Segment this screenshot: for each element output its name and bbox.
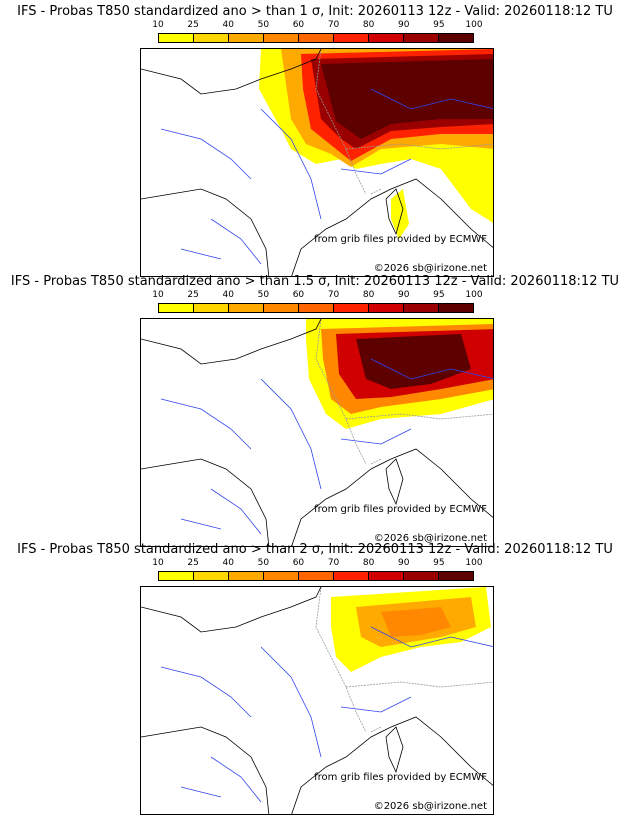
colorbar-tick-label: 95 <box>433 20 445 30</box>
colorbar-tick-label: 50 <box>257 20 270 30</box>
colorbar-tick-label: 100 <box>465 290 483 300</box>
probability-area <box>381 607 451 637</box>
colorbar-tick-label: 50 <box>257 558 270 568</box>
colorbar-segment <box>194 572 229 580</box>
coastline <box>141 319 493 546</box>
colorbar-tick-label: 95 <box>433 558 445 568</box>
colorbar-segment <box>369 304 404 312</box>
colorbar-tick-label: 90 <box>398 558 410 568</box>
river-lines <box>160 626 493 803</box>
colorbar-tick-label: 80 <box>362 290 375 300</box>
colorbar-tick-label: 10 <box>152 558 164 568</box>
colorbar-segment <box>404 572 439 580</box>
colorbar-segment <box>439 572 473 580</box>
colorbar-segment <box>334 34 369 42</box>
colorbar-tick-label: 50 <box>257 290 270 300</box>
map-graphic <box>141 587 493 814</box>
colorbar-segment <box>439 304 473 312</box>
colorbar-tick-label: 40 <box>222 290 234 300</box>
colorbar-segment <box>404 34 439 42</box>
forecast-panel: IFS - Probas T850 standardized ano > tha… <box>0 270 630 547</box>
colorbar-tick-label: 60 <box>292 20 305 30</box>
probability-map: from grib files provided by ECMWF ©2026 … <box>140 318 494 547</box>
panel-title: IFS - Probas T850 standardized ano > tha… <box>17 542 613 557</box>
colorbar-tick-label: 25 <box>187 20 199 30</box>
colorbar <box>158 33 474 43</box>
colorbar-segment <box>334 572 369 580</box>
colorbar-segment <box>264 572 299 580</box>
colorbar-ticks: 10 25 40 50 60 70 80 90 95 100 <box>152 558 482 570</box>
colorbar-ticks: 10 25 40 50 60 70 80 90 95 100 <box>152 290 482 302</box>
colorbar-segment <box>369 572 404 580</box>
colorbar-segment <box>159 34 194 42</box>
colorbar-segment <box>404 304 439 312</box>
copyright: ©2026 sb@irizone.net <box>373 263 487 274</box>
coastline <box>141 49 493 276</box>
colorbar-segment <box>299 304 334 312</box>
colorbar-ticks: 10 25 40 50 60 70 80 90 95 100 <box>152 20 482 32</box>
colorbar-tick-label: 100 <box>465 20 483 30</box>
colorbar-tick-label: 40 <box>222 558 234 568</box>
border-lines <box>315 49 493 195</box>
colorbar <box>158 571 474 581</box>
colorbar-tick-label: 80 <box>362 20 375 30</box>
colorbar-tick-label: 70 <box>327 290 340 300</box>
coastline <box>141 587 493 814</box>
forecast-panel: IFS - Probas T850 standardized ano > tha… <box>0 538 630 815</box>
colorbar-tick-label: 25 <box>187 558 199 568</box>
copyright: ©2026 sb@irizone.net <box>373 533 487 544</box>
map-graphic <box>141 319 493 546</box>
colorbar-segment <box>229 34 264 42</box>
panel-title: IFS - Probas T850 standardized ano > tha… <box>10 274 620 289</box>
border-lines <box>315 319 493 465</box>
colorbar-tick-label: 70 <box>327 558 340 568</box>
colorbar-tick-label: 70 <box>327 20 340 30</box>
colorbar-segment <box>194 304 229 312</box>
probability-map: from grib files provided by ECMWF ©2026 … <box>140 586 494 815</box>
panel-title: IFS - Probas T850 standardized ano > tha… <box>17 4 613 19</box>
probability-area <box>321 59 493 139</box>
colorbar-segment <box>334 304 369 312</box>
river-lines <box>160 358 493 535</box>
source-credit: from grib files provided by ECMWF <box>314 772 487 783</box>
colorbar-segment <box>439 34 473 42</box>
colorbar-tick-label: 90 <box>398 290 410 300</box>
colorbar <box>158 303 474 313</box>
colorbar-tick-label: 95 <box>433 290 445 300</box>
colorbar-segment <box>159 572 194 580</box>
forecast-panel: IFS - Probas T850 standardized ano > tha… <box>0 0 630 277</box>
colorbar-tick-label: 10 <box>152 20 164 30</box>
colorbar-tick-label: 60 <box>292 558 305 568</box>
colorbar-segment <box>229 572 264 580</box>
colorbar-tick-label: 10 <box>152 290 164 300</box>
colorbar-segment <box>194 34 229 42</box>
colorbar-segment <box>159 304 194 312</box>
colorbar-segment <box>299 572 334 580</box>
colorbar-segment <box>264 304 299 312</box>
map-graphic <box>141 49 493 276</box>
colorbar-tick-label: 90 <box>398 20 410 30</box>
colorbar-segment <box>264 34 299 42</box>
colorbar-tick-label: 80 <box>362 558 375 568</box>
source-credit: from grib files provided by ECMWF <box>314 234 487 245</box>
probability-area <box>356 334 471 389</box>
probability-map: from grib files provided by ECMWF ©2026 … <box>140 48 494 277</box>
colorbar-tick-label: 60 <box>292 290 305 300</box>
source-credit: from grib files provided by ECMWF <box>314 504 487 515</box>
colorbar-segment <box>369 34 404 42</box>
colorbar-tick-label: 25 <box>187 290 199 300</box>
copyright: ©2026 sb@irizone.net <box>373 801 487 812</box>
colorbar-tick-label: 40 <box>222 20 234 30</box>
colorbar-segment <box>299 34 334 42</box>
border-lines <box>315 587 493 733</box>
colorbar-segment <box>229 304 264 312</box>
river-lines <box>160 88 493 265</box>
colorbar-tick-label: 100 <box>465 558 483 568</box>
